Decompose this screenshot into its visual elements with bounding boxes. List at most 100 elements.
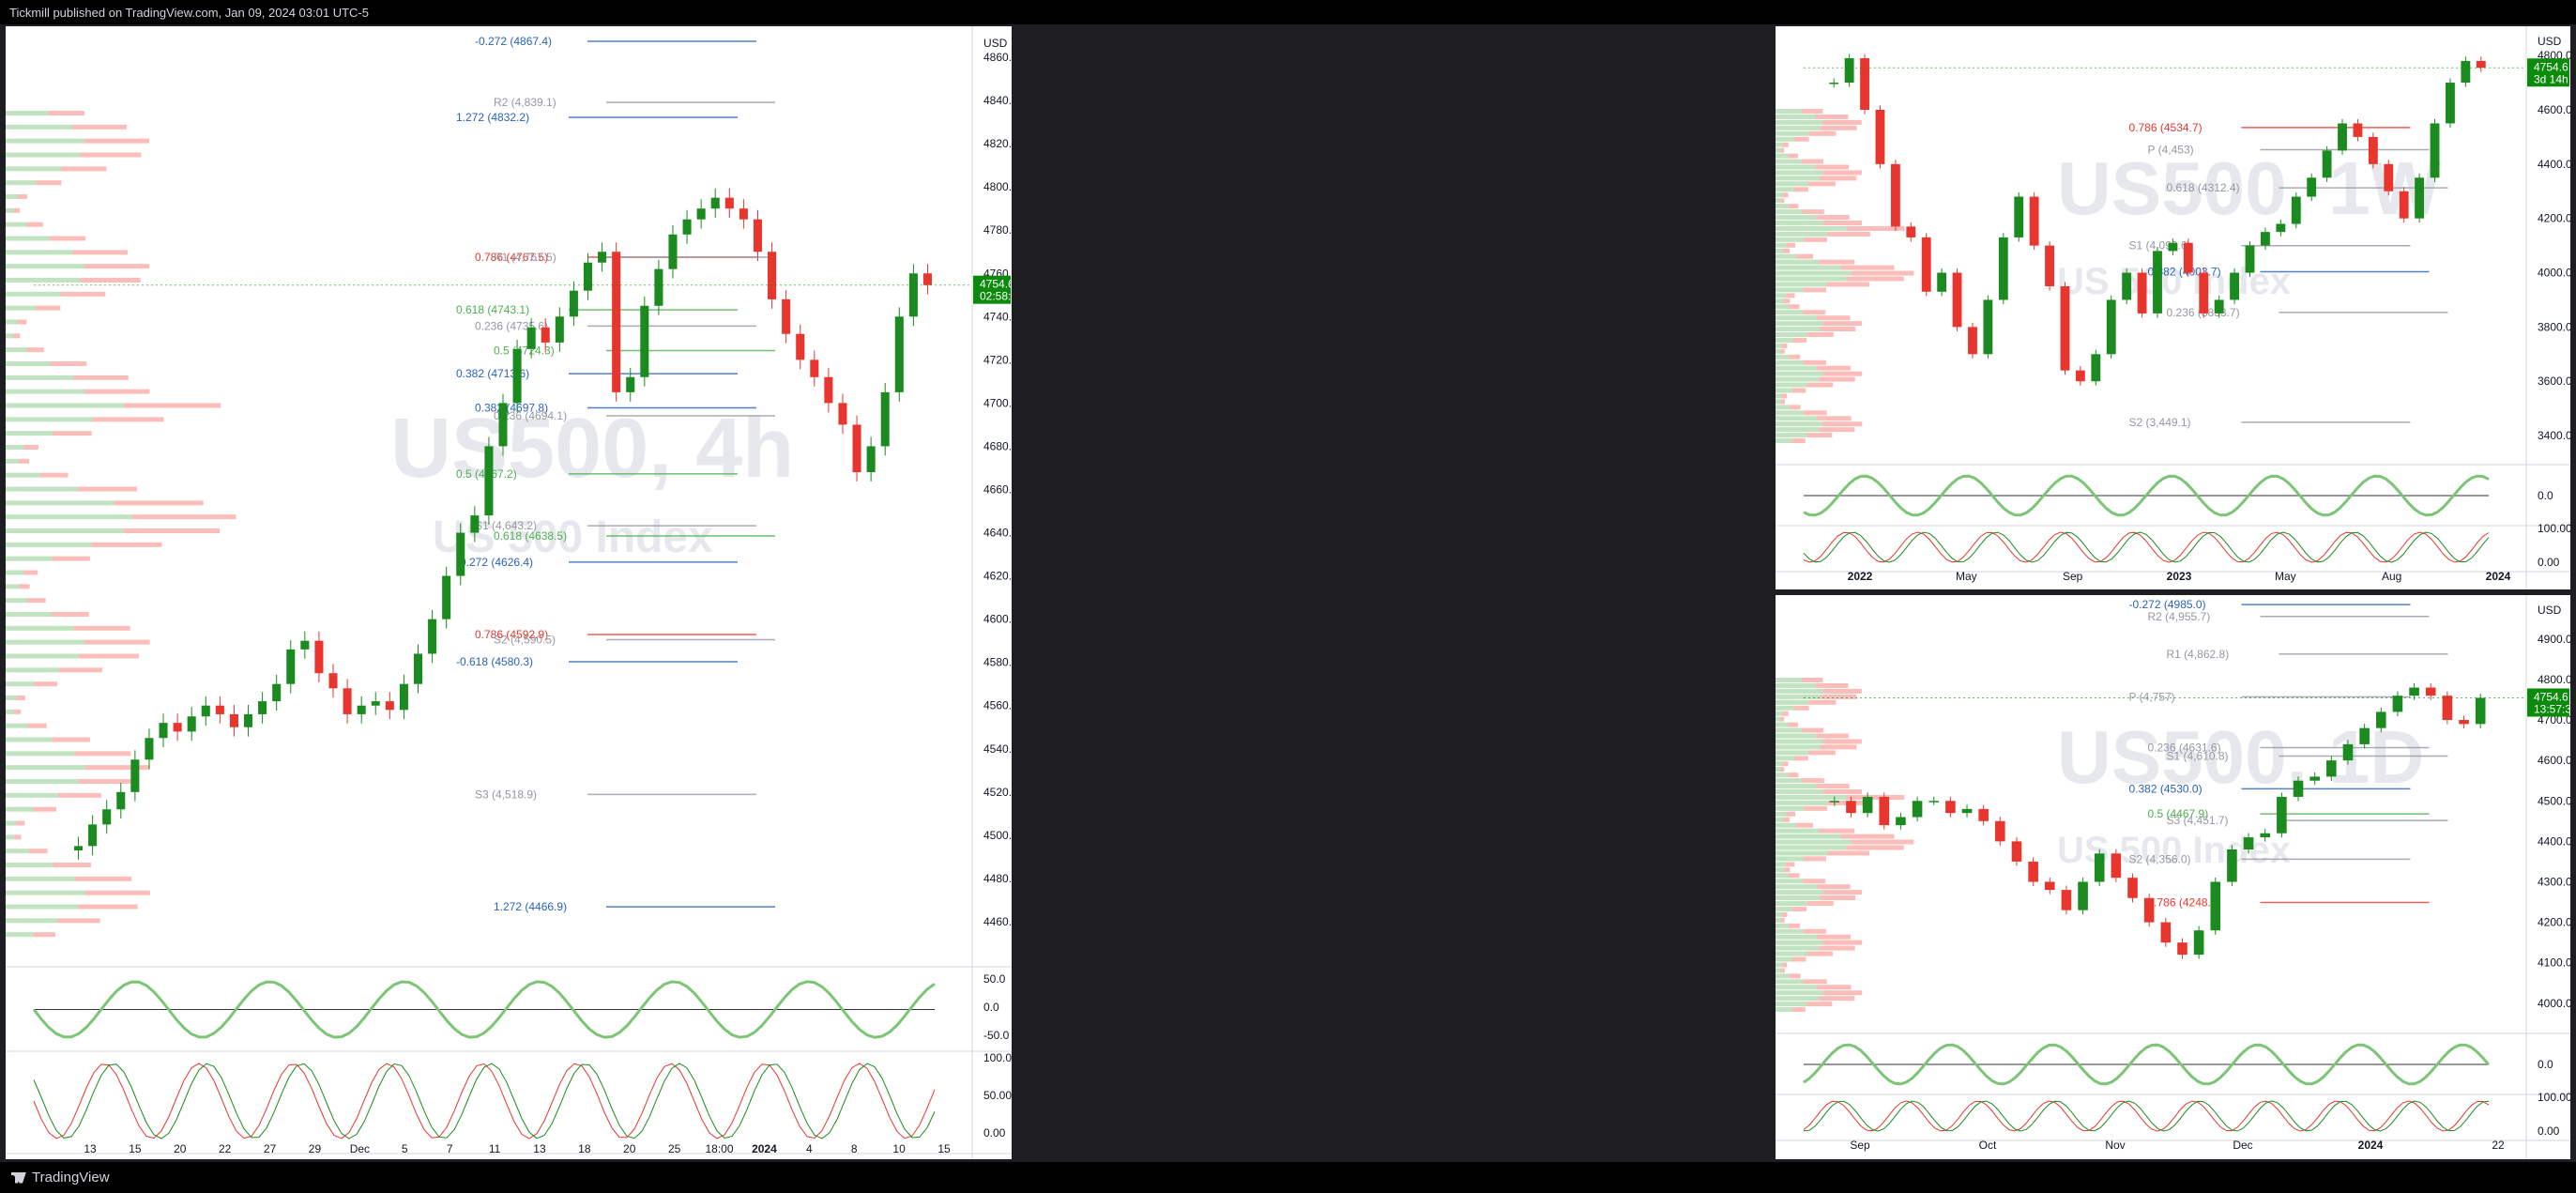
candle-body bbox=[413, 653, 423, 684]
candle-body bbox=[2091, 354, 2101, 382]
candle-body bbox=[2127, 878, 2138, 898]
volume-profile-bar-up bbox=[6, 291, 61, 297]
volume-profile-bar-down bbox=[1803, 928, 1826, 934]
volume-profile-bar-up bbox=[1776, 181, 1809, 187]
candle-body bbox=[2137, 272, 2147, 314]
volume-profile-bar-down bbox=[25, 222, 43, 227]
volume-profile-bar-up bbox=[1776, 225, 1847, 231]
volume-profile-bar-down bbox=[1780, 147, 1785, 153]
candle-body bbox=[2045, 245, 2054, 286]
price-tick-label: 4620.0 bbox=[983, 570, 1012, 583]
volume-profile-bar-up bbox=[6, 472, 40, 478]
volume-profile-bar-up bbox=[6, 820, 17, 826]
candle-body bbox=[1829, 801, 1840, 803]
candle-body bbox=[2399, 191, 2409, 219]
price-tick-label: 4800.0 bbox=[2538, 673, 2570, 686]
time-tick-label: 2023 bbox=[2167, 570, 2192, 583]
currency-label: USD bbox=[2538, 604, 2562, 617]
price-tick-label: 4700.0 bbox=[983, 396, 1012, 409]
volume-profile-bar-down bbox=[1803, 310, 1826, 315]
daily-chart-panel[interactable]: US500, 1D US 500 Index USD 4900.0 4800.0 4700… bbox=[1776, 595, 2576, 1159]
volume-profile-bar-down bbox=[1815, 733, 1849, 739]
candle-body bbox=[724, 197, 734, 209]
volume-profile-bar-up bbox=[1776, 694, 1821, 699]
volume-profile-bar-down bbox=[23, 445, 38, 450]
last-price-tag bbox=[2527, 58, 2569, 87]
candle-body bbox=[2243, 837, 2254, 849]
volume-profile-bar-down bbox=[1846, 276, 1904, 282]
volume-profile-bar-up bbox=[1776, 1002, 1807, 1007]
volume-profile-bar-down bbox=[1822, 688, 1862, 694]
fib-level-label: 0.786 (4534.7) bbox=[2129, 121, 2203, 134]
candle-body bbox=[753, 219, 762, 252]
price-tick-label: 4780.0 bbox=[983, 223, 1012, 237]
candle-body bbox=[2122, 272, 2132, 300]
countdown-value: 02:58:38 bbox=[980, 290, 1012, 303]
volume-profile-bar-down bbox=[1793, 705, 1809, 711]
volume-profile-bar-down bbox=[1781, 911, 1788, 917]
volume-profile-bar-up bbox=[1776, 968, 1781, 973]
volume-profile-bar-up bbox=[1776, 901, 1807, 906]
last-price-value: 4754.6 bbox=[2534, 690, 2568, 703]
oscillator-tick-label: 50.0 bbox=[983, 972, 1006, 986]
volume-profile-bar-up bbox=[1776, 187, 1794, 192]
volume-profile-bar-up bbox=[1776, 198, 1781, 204]
fib-level-label: R2 (4,955.7) bbox=[2148, 610, 2211, 623]
volume-profile-bar-up bbox=[6, 124, 73, 130]
candle-body bbox=[1875, 109, 1885, 164]
candle-body bbox=[2342, 743, 2354, 761]
volume-profile-bar-up bbox=[1776, 119, 1823, 125]
volume-profile-bar-down bbox=[33, 932, 55, 938]
volume-profile-bar-down bbox=[1802, 209, 1824, 215]
volume-profile-bar-down bbox=[1808, 181, 1836, 187]
volume-profile-bar-up bbox=[1776, 109, 1802, 114]
volume-profile-bar-up bbox=[6, 570, 23, 575]
volume-profile-bar-down bbox=[132, 514, 236, 520]
volume-profile-bar-down bbox=[1822, 789, 1863, 794]
volume-profile-bar-down bbox=[1780, 767, 1785, 772]
volume-profile-bar-up bbox=[1776, 682, 1816, 688]
price-tick-label: 4680.0 bbox=[983, 439, 1012, 452]
volume-profile-bar-down bbox=[16, 696, 25, 700]
volume-profile-bar-up bbox=[1776, 688, 1823, 694]
volume-profile-bar-up bbox=[1776, 867, 1784, 873]
volume-profile-bar-down bbox=[13, 709, 22, 714]
volume-profile-bar-down bbox=[1817, 934, 1852, 940]
candle-body bbox=[1945, 801, 1956, 814]
candle-body bbox=[2359, 727, 2370, 744]
volume-profile-bar-up bbox=[1776, 767, 1781, 772]
volume-profile-bar-down bbox=[1840, 834, 1895, 839]
volume-profile-bar-up bbox=[1776, 321, 1823, 327]
fib-level-label: 0.618 (4743.1) bbox=[456, 303, 529, 316]
price-tick-label: 4200.0 bbox=[2538, 916, 2570, 929]
fib-level-label: 0.236 (4631.6) bbox=[2148, 742, 2221, 755]
volume-profile-bar-down bbox=[80, 152, 142, 158]
candle-body bbox=[343, 688, 352, 714]
time-tick-label: 2024 bbox=[2486, 570, 2511, 583]
volume-profile-bar-down bbox=[1803, 879, 1826, 884]
volume-profile-bar-up bbox=[6, 180, 37, 186]
time-tick-label: Sep bbox=[1850, 1139, 1870, 1152]
volume-profile-bar-up bbox=[1776, 979, 1805, 985]
volume-profile-bar-up bbox=[1776, 192, 1783, 198]
volume-profile-bar-down bbox=[1804, 410, 1827, 416]
candle-body bbox=[1896, 817, 1906, 826]
volume-profile-bar-down bbox=[78, 904, 138, 910]
fib-level-label: 0.786 (4248.9) bbox=[2148, 896, 2221, 910]
candle-body bbox=[1995, 820, 2005, 842]
volume-profile-bar-down bbox=[26, 347, 44, 353]
volume-profile-bar-up bbox=[6, 863, 53, 867]
candle-body bbox=[2183, 242, 2193, 273]
candle-body bbox=[1912, 801, 1923, 818]
volume-profile-bar-up bbox=[1776, 382, 1807, 388]
volume-profile-bar-down bbox=[13, 207, 21, 213]
candle-body bbox=[1862, 796, 1873, 814]
volume-profile-bar-up bbox=[6, 556, 53, 561]
volume-profile-bar-down bbox=[1816, 315, 1851, 321]
countdown-value: 13:57:37 bbox=[2534, 702, 2570, 715]
weekly-chart-panel[interactable]: US500, 1W US 500 Index USD 4800.0 4600.0 4400… bbox=[1776, 26, 2572, 589]
